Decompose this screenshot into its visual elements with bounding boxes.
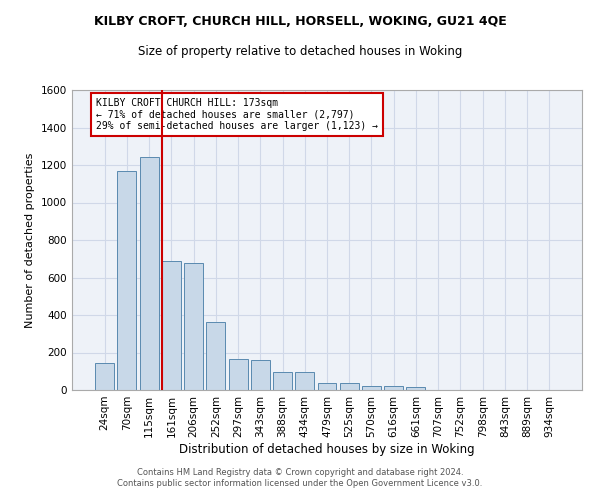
Bar	[273, 372, 292, 390]
Bar	[384, 386, 403, 390]
Bar	[184, 262, 203, 390]
Bar	[229, 359, 248, 390]
Text: KILBY CROFT CHURCH HILL: 173sqm
← 71% of detached houses are smaller (2,797)
29%: KILBY CROFT CHURCH HILL: 173sqm ← 71% of…	[96, 98, 378, 130]
Bar	[251, 360, 270, 390]
Text: Size of property relative to detached houses in Woking: Size of property relative to detached ho…	[138, 45, 462, 58]
Bar	[317, 382, 337, 390]
Bar	[295, 372, 314, 390]
Y-axis label: Number of detached properties: Number of detached properties	[25, 152, 35, 328]
X-axis label: Distribution of detached houses by size in Woking: Distribution of detached houses by size …	[179, 442, 475, 456]
Bar	[140, 156, 158, 390]
Text: Contains HM Land Registry data © Crown copyright and database right 2024.
Contai: Contains HM Land Registry data © Crown c…	[118, 468, 482, 487]
Bar	[406, 386, 425, 390]
Bar	[95, 363, 114, 390]
Bar	[162, 260, 181, 390]
Bar	[362, 386, 381, 390]
Bar	[206, 322, 225, 390]
Text: KILBY CROFT, CHURCH HILL, HORSELL, WOKING, GU21 4QE: KILBY CROFT, CHURCH HILL, HORSELL, WOKIN…	[94, 15, 506, 28]
Bar	[340, 383, 359, 390]
Bar	[118, 170, 136, 390]
